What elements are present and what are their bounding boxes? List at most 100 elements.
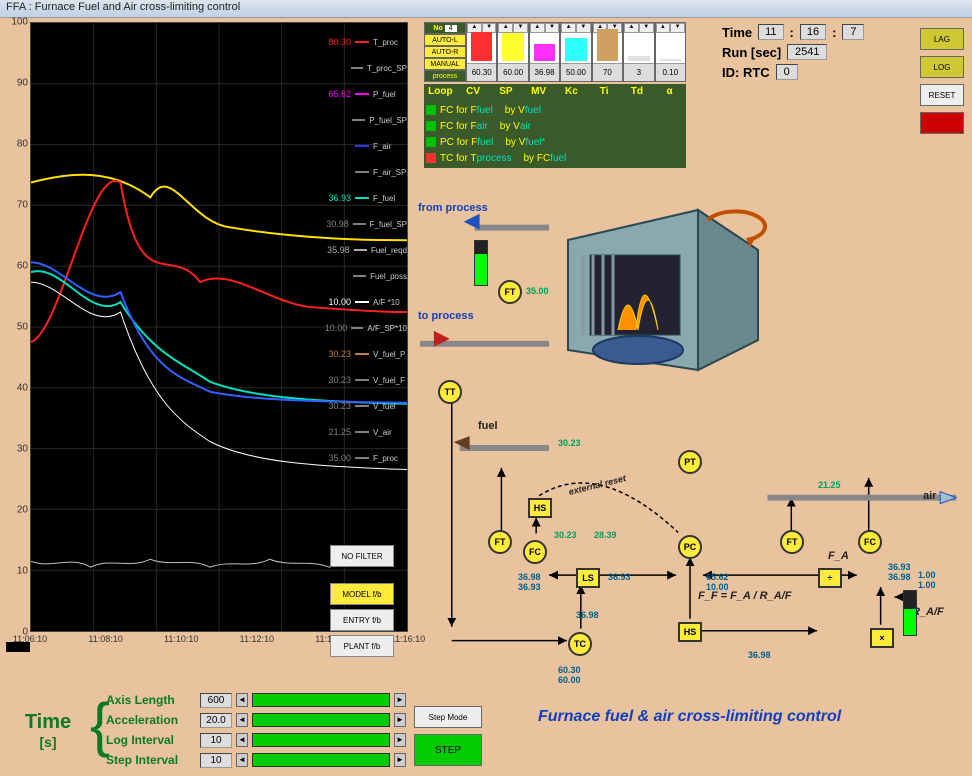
down-arrow-icon[interactable]: ▼ <box>639 23 654 33</box>
right-arrow-icon[interactable]: ► <box>394 693 406 707</box>
down-arrow-icon[interactable]: ▼ <box>576 23 591 33</box>
down-arrow-icon[interactable]: ▼ <box>670 23 685 33</box>
reset-button[interactable]: RESET <box>920 84 964 106</box>
param-cell[interactable]: ▲▼50.00 <box>560 22 591 82</box>
bar-indicator-1[interactable] <box>903 590 917 636</box>
tag-ft1: FT <box>498 280 522 304</box>
block-hs1: HS <box>528 498 552 518</box>
value-ls2: 36.98 <box>576 610 599 620</box>
up-arrow-icon[interactable]: ▲ <box>624 23 639 33</box>
param-cell[interactable]: ▲▼60.30 <box>466 22 497 82</box>
legend-item: 65.62P_fuel <box>319 81 407 107</box>
chart-plot: 80.30T_procT_proc_SP65.62P_fuelP_fuel_SP… <box>30 22 408 632</box>
block-hs2: HS <box>678 622 702 642</box>
no-filter-button[interactable]: NO FILTER <box>330 545 394 567</box>
slider[interactable] <box>252 713 390 727</box>
furnace-body <box>548 200 768 380</box>
left-arrow-icon[interactable]: ◄ <box>236 753 248 767</box>
up-arrow-icon[interactable]: ▲ <box>656 23 671 33</box>
lag-button[interactable]: LAG <box>920 28 964 50</box>
loop-row[interactable]: FC for Fairby Vair <box>426 118 684 134</box>
down-arrow-icon[interactable]: ▼ <box>545 23 560 33</box>
legend-item: 35.00F_proc <box>319 445 407 471</box>
process-diagram: from process to process fuel air externa… <box>418 180 968 726</box>
legend-item: 36.93F_fuel <box>319 185 407 211</box>
tag-pc: PC <box>678 535 702 559</box>
run-value: 2541 <box>787 44 827 60</box>
up-arrow-icon[interactable]: ▲ <box>530 23 545 33</box>
loop-row[interactable]: FC for Ffuelby Vfuel <box>426 102 684 118</box>
loop-header: LoopCVSPMVKcTiTdα <box>424 84 686 100</box>
value-tc1: 60.30 <box>558 665 581 675</box>
legend-item: 10.00A/F_SP*10 <box>319 315 407 341</box>
step-button[interactable]: STEP <box>414 734 482 766</box>
loop-row[interactable]: TC for Tprocessby FCfuel <box>426 150 684 166</box>
slider[interactable] <box>252 733 390 747</box>
plant-fb-button[interactable]: PLANT f/b <box>330 635 394 657</box>
legend-item: F_air_SP <box>319 159 407 185</box>
up-arrow-icon[interactable]: ▲ <box>561 23 576 33</box>
model-fb-button[interactable]: MODEL f/b <box>330 583 394 605</box>
param-cell[interactable]: ▲▼60.00 <box>497 22 528 82</box>
mode-manual[interactable]: MANUAL <box>424 58 466 70</box>
value-ls: 36.93 <box>608 572 631 582</box>
block-div: ÷ <box>818 568 842 588</box>
value-va: 21.25 <box>818 480 841 490</box>
tag-ft3: FT <box>780 530 804 554</box>
left-arrow-icon[interactable]: ◄ <box>236 713 248 727</box>
x-tick: 11:08:10 <box>88 634 122 644</box>
tag-tt: TT <box>438 380 462 404</box>
loop-col-Td: Td <box>621 84 654 100</box>
mode-process[interactable]: process <box>424 70 466 82</box>
x-tick: 11:12:10 <box>240 634 274 644</box>
legend-item: Fuel_poss <box>319 263 407 289</box>
id-value: 0 <box>776 64 798 80</box>
loop-selector[interactable]: No 4 <box>424 22 466 34</box>
time-param-value: 20.0 <box>200 713 232 728</box>
y-tick: 10 <box>17 566 28 577</box>
up-arrow-icon[interactable]: ▲ <box>498 23 513 33</box>
y-tick: 70 <box>17 200 28 211</box>
down-arrow-icon[interactable]: ▼ <box>513 23 528 33</box>
legend-item: 35.98Fuel_reqd <box>319 237 407 263</box>
right-arrow-icon[interactable]: ► <box>394 753 406 767</box>
entry-fb-button[interactable]: ENTRY f/b <box>330 609 394 631</box>
y-tick: 100 <box>11 17 28 28</box>
step-mode-button[interactable]: Step Mode <box>414 706 482 728</box>
tag-fc2: FC <box>858 530 882 554</box>
bar-indicator-0[interactable] <box>474 240 488 286</box>
slider[interactable] <box>252 693 390 707</box>
exit-button[interactable]: EXIT <box>920 112 964 134</box>
time-param-value: 10 <box>200 753 232 768</box>
slider[interactable] <box>252 753 390 767</box>
value-raf2: 1.00 <box>918 580 936 590</box>
time-param-row: Acceleration20.0◄► <box>106 713 406 728</box>
loop-col-CV: CV <box>457 84 490 100</box>
tag-ft2: FT <box>488 530 512 554</box>
legend-item: F_air <box>319 133 407 159</box>
legend-item: T_proc_SP <box>319 55 407 81</box>
left-arrow-icon[interactable]: ◄ <box>236 733 248 747</box>
loop-col-MV: MV <box>522 84 555 100</box>
y-tick: 90 <box>17 78 28 89</box>
tag-pt: PT <box>678 450 702 474</box>
param-cell[interactable]: ▲▼36.98 <box>529 22 560 82</box>
right-arrow-icon[interactable]: ► <box>394 713 406 727</box>
param-cell[interactable]: ▲▼0.10 <box>655 22 686 82</box>
y-tick: 30 <box>17 444 28 455</box>
right-arrow-icon[interactable]: ► <box>394 733 406 747</box>
x-tick: 11:10:10 <box>164 634 198 644</box>
time-config: Time [s] { Axis Length600◄►Acceleration2… <box>6 690 406 770</box>
mode-auto-r[interactable]: AUTO-R <box>424 46 466 58</box>
block-ls: LS <box>576 568 600 588</box>
loop-row[interactable]: PC for Ffuelby Vfuel* <box>426 134 684 150</box>
left-arrow-icon[interactable]: ◄ <box>236 693 248 707</box>
step-controls: Step Mode STEP <box>414 706 482 766</box>
value-vf: 30.23 <box>558 438 581 448</box>
legend-item: 21.25V_air <box>319 419 407 445</box>
param-cell[interactable]: ▲▼3 <box>623 22 654 82</box>
log-button[interactable]: LOG <box>920 56 964 78</box>
brace-icon: { <box>90 690 106 770</box>
param-cell[interactable]: ▲▼70 <box>592 22 623 82</box>
mode-auto-l[interactable]: AUTO-L <box>424 34 466 46</box>
